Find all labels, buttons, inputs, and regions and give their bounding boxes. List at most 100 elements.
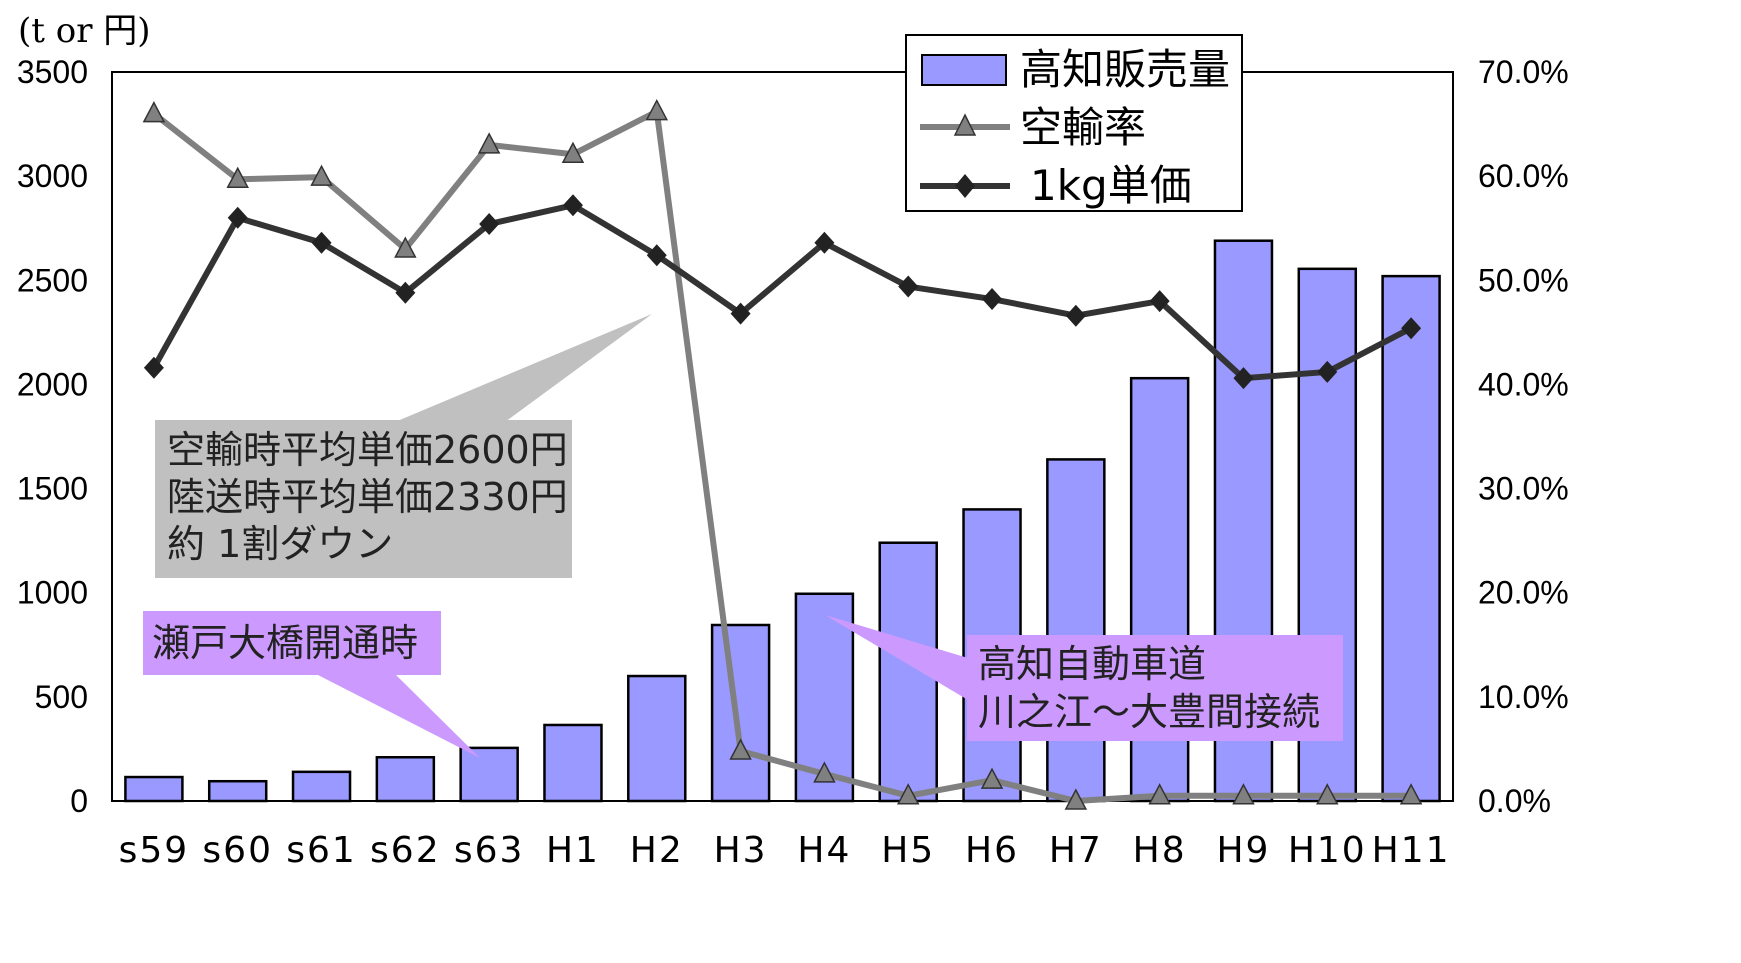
left-axis-unit-label: (t or 円) (18, 11, 151, 51)
air-ratio-point (394, 236, 417, 258)
legend-bar-swatch (921, 54, 1007, 86)
left-tick-label: 2000 (17, 366, 88, 402)
x-tick-label: H7 (1049, 830, 1103, 871)
bar (375, 756, 436, 803)
air-ratio-point (980, 767, 1004, 789)
x-tick-label: H4 (797, 830, 851, 871)
unit-price-point (646, 244, 667, 267)
left-axis: 0 500 1000 1500 2000 2500 3000 3500 (17, 54, 88, 819)
unit-price-point (730, 302, 751, 325)
right-axis: 0.0% 10.0% 20.0% 30.0% 40.0% 50.0% 60.0% 70.0% (1478, 54, 1569, 819)
bar (124, 775, 184, 803)
right-tick-label: 40.0% (1478, 366, 1569, 402)
left-tick-label: 1500 (17, 471, 88, 507)
x-tick-label: H1 (546, 830, 600, 871)
x-tick-label: H2 (630, 830, 684, 871)
annotation-expressway-line-1: 高知自動車道 (978, 642, 1206, 686)
x-tick-label: H3 (714, 830, 768, 871)
legend-label-sales: 高知販売量 (1020, 45, 1230, 94)
unit-price-point (1317, 360, 1338, 383)
bar (459, 746, 519, 803)
unit-price-point (814, 231, 835, 254)
plot-area-frame (111, 71, 1454, 802)
right-tick-label: 60.0% (1478, 158, 1569, 194)
annotation-air-transport: 空輸時平均単価2600円 陸送時平均単価2330円 約 1割ダウン (155, 314, 652, 578)
x-tick-label: s63 (454, 830, 525, 871)
line-series (142, 98, 1423, 810)
air-ratio-point (477, 132, 501, 154)
left-tick-label: 500 (35, 679, 88, 715)
unit-price-point (479, 213, 500, 236)
right-tick-label: 70.0% (1478, 54, 1569, 90)
annotation-air-box (155, 420, 572, 578)
air-ratio-point (1399, 783, 1423, 805)
right-tick-label: 50.0% (1478, 262, 1569, 298)
air-ratio-point (1064, 788, 1088, 810)
air-ratio-point (226, 166, 249, 189)
air-ratio-point (1316, 783, 1339, 805)
unit-price-point (143, 356, 164, 379)
air-ratio-line (152, 108, 1412, 804)
annotation-bridge-line-1: 瀬戸大橋開通時 (152, 621, 418, 665)
unit-price-point (1065, 304, 1086, 327)
bar (710, 623, 771, 803)
annotation-bridge-pointer (316, 674, 480, 758)
annotation-expressway: 高知自動車道 川之江～大豊間接続 (825, 615, 1343, 741)
right-tick-label: 30.0% (1478, 471, 1569, 507)
annotation-air-line-2: 陸送時平均単価2330円 (167, 475, 568, 519)
unit-price-point (562, 194, 583, 217)
legend: 高知販売量 空輸率 1kg単価 (905, 34, 1243, 212)
unit-price-line (151, 202, 1413, 382)
left-tick-label: 1000 (17, 575, 88, 611)
air-ratio-point (896, 783, 920, 805)
annotation-expressway-line-2: 川之江～大豊間接続 (978, 690, 1320, 734)
x-tick-label: H9 (1216, 830, 1270, 871)
x-tick-label: s62 (370, 830, 441, 871)
unit-price-point (395, 281, 416, 304)
legend-air-ratio-marker (953, 113, 977, 136)
left-tick-label: 3000 (17, 158, 88, 194)
air-ratio-point (1148, 783, 1171, 805)
x-tick-label: s60 (202, 830, 273, 871)
air-ratio-point (729, 738, 752, 760)
x-tick-label: s59 (119, 830, 190, 871)
unit-price-point (1401, 317, 1422, 340)
annotation-expressway-box (967, 635, 1343, 741)
bar (1381, 274, 1441, 803)
x-tick-label: H8 (1133, 830, 1187, 871)
right-tick-label: 20.0% (1478, 575, 1569, 611)
annotation-air-pointer (395, 314, 652, 422)
annotation-bridge: 瀬戸大橋開通時 (143, 611, 480, 758)
legend-label-unit-price: 1kg単価 (1030, 161, 1192, 210)
air-ratio-point (1232, 783, 1255, 805)
unit-price-point (1149, 290, 1170, 313)
annotation-bridge-box (143, 611, 441, 675)
air-ratio-point (142, 101, 166, 123)
air-ratio-point (561, 141, 585, 164)
x-tick-label: s61 (286, 830, 357, 871)
right-tick-label: 0.0% (1478, 783, 1551, 819)
unit-price-point (311, 231, 332, 254)
bar (1046, 458, 1106, 803)
annotation-expressway-pointer (825, 615, 968, 700)
bar (291, 770, 352, 803)
air-ratio-point (813, 761, 836, 783)
air-ratio-point (645, 98, 669, 121)
left-tick-label: 0 (70, 783, 88, 819)
x-axis: s59 s60 s61 s62 s63 H1 H2 H3 H4 H5 H6 H7 H8 H9 H10 H11 (119, 830, 1449, 871)
legend-label-air-ratio: 空輸率 (1020, 103, 1146, 152)
right-tick-label: 10.0% (1478, 679, 1569, 715)
annotation-air-line-3: 約 1割ダウン (167, 522, 393, 566)
bar (627, 674, 687, 803)
legend-unit-price-marker (955, 174, 975, 198)
unit-price-point (1233, 367, 1254, 390)
bar (207, 779, 268, 803)
unit-price-point (982, 288, 1003, 311)
x-tick-label: H5 (881, 830, 935, 871)
unit-price-point (227, 206, 248, 229)
x-tick-label: H10 (1288, 830, 1367, 871)
bar (543, 723, 603, 803)
x-tick-label: H6 (965, 830, 1019, 871)
unit-price-point (898, 275, 919, 298)
